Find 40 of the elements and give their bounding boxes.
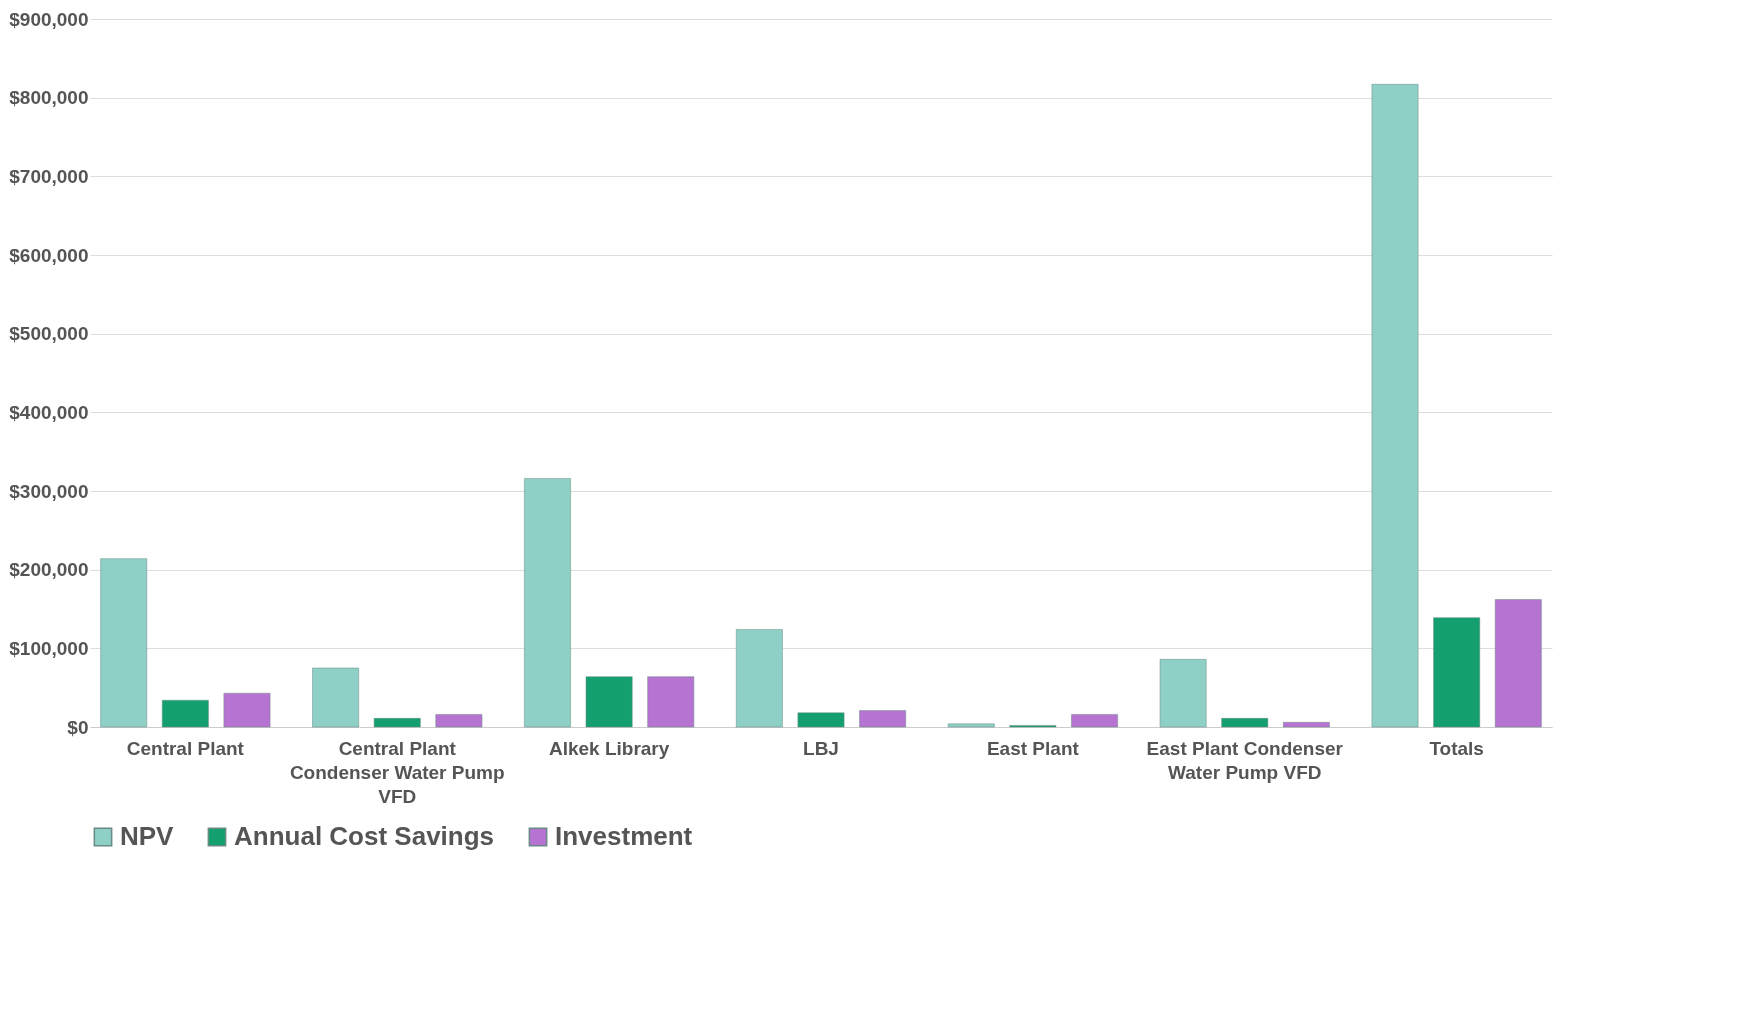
y-tick-label: $700,000 (9, 165, 89, 187)
bar (312, 667, 359, 728)
bar (585, 676, 633, 728)
bar (1433, 617, 1481, 728)
bar (859, 710, 906, 728)
legend-label: Annual Cost Savings (234, 821, 495, 851)
bar (647, 676, 695, 728)
bar (100, 558, 148, 728)
x-tick-label: Alkek Library (548, 737, 670, 759)
y-tick-label: $900,000 (9, 8, 89, 30)
x-tick-label: East Plant Condenser Water Pump VFD (1146, 737, 1344, 783)
y-tick-label: $600,000 (9, 244, 89, 266)
bar (1221, 718, 1269, 728)
bar (1371, 84, 1419, 728)
bar (1159, 659, 1207, 728)
y-tick-label: $0 (67, 716, 89, 738)
bar (797, 712, 845, 728)
bar (161, 700, 209, 728)
bar (435, 714, 483, 728)
x-tick-label: Central Plant (126, 737, 245, 759)
x-tick-label: Central Plant Condenser Water Pump VFD (289, 737, 505, 807)
bar (524, 478, 571, 728)
y-tick-label: $800,000 (9, 87, 89, 109)
legend-label: NPV (120, 821, 175, 851)
legend-label: Investment (555, 821, 693, 851)
bar (223, 692, 271, 728)
x-tick-label: Totals (1429, 737, 1484, 759)
bar (1494, 599, 1542, 728)
y-tick-label: $100,000 (9, 637, 89, 659)
bar (947, 723, 995, 728)
bar (373, 718, 421, 728)
y-tick-label: $400,000 (9, 401, 89, 423)
y-tick-label: $200,000 (9, 559, 89, 581)
x-tick-label: LBJ (803, 737, 839, 759)
bar (736, 629, 783, 728)
y-tick-label: $500,000 (9, 323, 89, 345)
x-tick-label: East Plant (986, 737, 1080, 759)
y-tick-label: $300,000 (9, 480, 89, 502)
bar (1283, 722, 1330, 728)
bar (1071, 714, 1118, 728)
